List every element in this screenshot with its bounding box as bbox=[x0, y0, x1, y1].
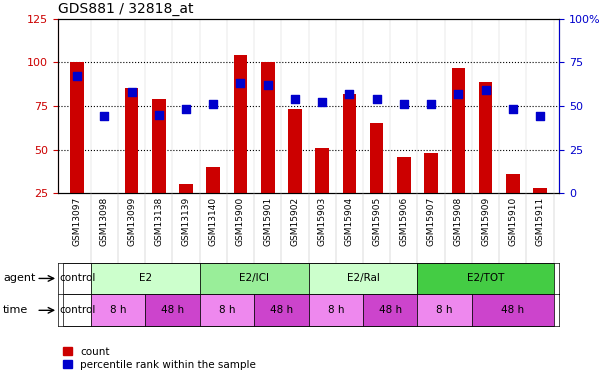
Point bbox=[236, 80, 246, 86]
Text: GSM13097: GSM13097 bbox=[73, 196, 82, 246]
Text: GSM15909: GSM15909 bbox=[481, 196, 490, 246]
Text: GSM15908: GSM15908 bbox=[454, 196, 463, 246]
Text: GSM13099: GSM13099 bbox=[127, 196, 136, 246]
Point bbox=[154, 112, 164, 118]
Bar bbox=[315, 148, 329, 193]
Text: E2/Ral: E2/Ral bbox=[346, 273, 379, 284]
Bar bbox=[343, 94, 356, 193]
Text: GSM13138: GSM13138 bbox=[155, 196, 163, 246]
Bar bbox=[309, 294, 363, 326]
Point bbox=[535, 113, 545, 119]
Text: GSM15903: GSM15903 bbox=[318, 196, 327, 246]
Bar bbox=[417, 262, 554, 294]
Text: GSM15910: GSM15910 bbox=[508, 196, 518, 246]
Text: GSM15902: GSM15902 bbox=[290, 196, 299, 246]
Point bbox=[100, 113, 109, 119]
Text: 48 h: 48 h bbox=[379, 305, 402, 315]
Text: time: time bbox=[3, 305, 28, 315]
Bar bbox=[397, 156, 411, 193]
Text: 48 h: 48 h bbox=[161, 305, 184, 315]
Text: GSM15901: GSM15901 bbox=[263, 196, 273, 246]
Bar bbox=[152, 99, 166, 193]
Text: 8 h: 8 h bbox=[327, 305, 344, 315]
Point bbox=[481, 87, 491, 93]
Text: control: control bbox=[59, 305, 95, 315]
Text: 8 h: 8 h bbox=[436, 305, 453, 315]
Point bbox=[426, 101, 436, 107]
Text: 48 h: 48 h bbox=[501, 305, 524, 315]
Point bbox=[317, 99, 327, 105]
Bar bbox=[288, 110, 302, 193]
Bar bbox=[64, 262, 90, 294]
Point bbox=[508, 106, 518, 112]
Bar bbox=[452, 68, 465, 193]
Point bbox=[208, 101, 218, 107]
Bar bbox=[207, 167, 220, 193]
Bar bbox=[179, 184, 193, 193]
Point bbox=[345, 91, 354, 97]
Point bbox=[72, 73, 82, 79]
Bar bbox=[200, 262, 309, 294]
Text: GSM15911: GSM15911 bbox=[535, 196, 544, 246]
Point bbox=[290, 96, 300, 102]
Text: 8 h: 8 h bbox=[219, 305, 235, 315]
Text: GSM15904: GSM15904 bbox=[345, 196, 354, 246]
Text: GSM15907: GSM15907 bbox=[426, 196, 436, 246]
Point bbox=[126, 89, 136, 95]
Bar bbox=[200, 294, 254, 326]
Bar bbox=[533, 188, 547, 193]
Text: E2/ICI: E2/ICI bbox=[239, 273, 269, 284]
Bar bbox=[472, 294, 554, 326]
Bar bbox=[424, 153, 438, 193]
Bar bbox=[479, 81, 492, 193]
Point bbox=[453, 91, 463, 97]
Bar bbox=[506, 174, 519, 193]
Text: GSM13139: GSM13139 bbox=[181, 196, 191, 246]
Legend: count, percentile rank within the sample: count, percentile rank within the sample bbox=[64, 346, 256, 370]
Text: GSM13098: GSM13098 bbox=[100, 196, 109, 246]
Bar bbox=[90, 262, 200, 294]
Text: GDS881 / 32818_at: GDS881 / 32818_at bbox=[58, 2, 194, 16]
Text: GSM15900: GSM15900 bbox=[236, 196, 245, 246]
Point bbox=[371, 96, 381, 102]
Bar bbox=[370, 123, 384, 193]
Bar bbox=[417, 294, 472, 326]
Bar bbox=[261, 62, 274, 193]
Point bbox=[399, 101, 409, 107]
Bar bbox=[64, 294, 90, 326]
Bar bbox=[309, 262, 417, 294]
Text: E2: E2 bbox=[139, 273, 152, 284]
Bar bbox=[254, 294, 309, 326]
Text: GSM15905: GSM15905 bbox=[372, 196, 381, 246]
Bar bbox=[233, 56, 247, 193]
Point bbox=[263, 82, 273, 88]
Text: E2/TOT: E2/TOT bbox=[467, 273, 504, 284]
Text: 8 h: 8 h bbox=[110, 305, 126, 315]
Bar bbox=[70, 62, 84, 193]
Text: control: control bbox=[59, 273, 95, 284]
Bar bbox=[363, 294, 417, 326]
Text: 48 h: 48 h bbox=[270, 305, 293, 315]
Text: GSM15906: GSM15906 bbox=[400, 196, 408, 246]
Bar bbox=[145, 294, 200, 326]
Text: GSM13140: GSM13140 bbox=[209, 196, 218, 246]
Text: agent: agent bbox=[3, 273, 35, 284]
Bar bbox=[125, 88, 138, 193]
Point bbox=[181, 106, 191, 112]
Bar bbox=[90, 294, 145, 326]
